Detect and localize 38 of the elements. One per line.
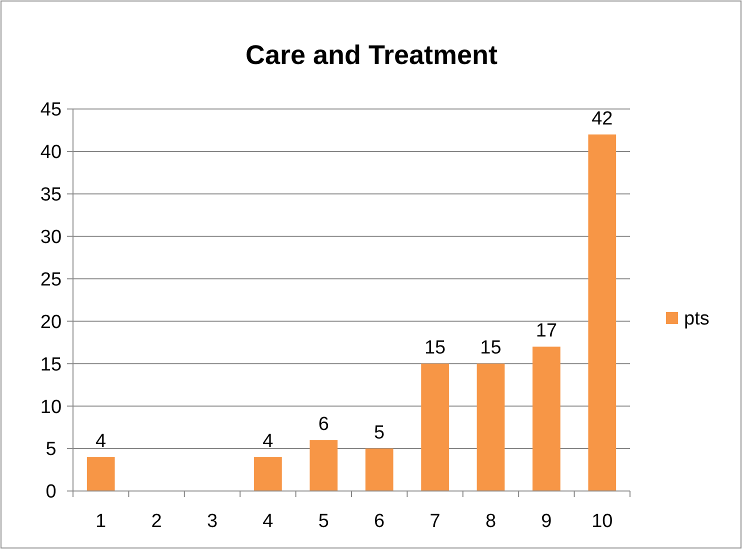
y-tick-label: 20 xyxy=(40,312,62,333)
bar xyxy=(588,134,616,491)
y-tick-label: 45 xyxy=(40,100,62,121)
bar xyxy=(86,457,115,491)
x-tick-label: 8 xyxy=(485,511,496,532)
y-tick-label: 5 xyxy=(46,439,56,460)
x-tick-label: 1 xyxy=(96,511,106,532)
legend-label: pts xyxy=(684,308,710,330)
data-label: 4 xyxy=(262,431,274,452)
x-tick-label: 3 xyxy=(206,511,218,532)
bar xyxy=(476,364,505,491)
x-tick-label: 6 xyxy=(374,511,385,532)
x-tick-label: 7 xyxy=(430,511,440,532)
data-label: 6 xyxy=(318,414,329,436)
data-label: 15 xyxy=(480,338,502,359)
data-label: 4 xyxy=(96,431,107,452)
data-label: 42 xyxy=(592,108,613,130)
y-tick-label: 25 xyxy=(40,269,62,290)
x-tick-label: 4 xyxy=(262,511,274,532)
bar xyxy=(532,346,560,491)
y-tick-label: 35 xyxy=(40,184,62,206)
x-tick-label: 9 xyxy=(541,511,552,532)
y-tick-label: 40 xyxy=(40,142,62,164)
data-label: 5 xyxy=(374,422,385,444)
y-tick-label: 0 xyxy=(46,482,56,503)
y-tick-label: 15 xyxy=(40,354,62,376)
bar xyxy=(310,440,338,491)
data-label: 15 xyxy=(424,338,446,359)
bar xyxy=(421,364,449,491)
x-tick-label: 2 xyxy=(151,511,162,532)
y-tick-label: 30 xyxy=(40,226,62,248)
bar xyxy=(365,448,394,491)
chart-title: Care and Treatment xyxy=(245,40,498,70)
x-tick-label: 5 xyxy=(318,511,329,532)
data-label: 17 xyxy=(536,320,558,342)
bar xyxy=(254,457,282,491)
x-tick-label: 10 xyxy=(592,511,613,532)
y-tick-label: 10 xyxy=(40,396,62,418)
